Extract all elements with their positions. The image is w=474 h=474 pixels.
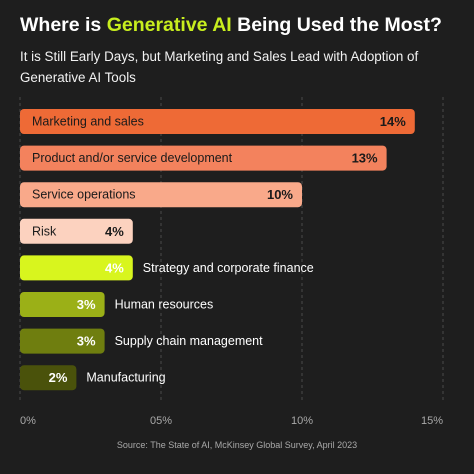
bar-value-label: 13% [352, 151, 378, 166]
title-prefix: Where is [20, 14, 107, 36]
bar-category-label: Product and/or service development [32, 151, 233, 165]
bar [20, 365, 77, 391]
x-tick-label: 15% [421, 415, 443, 427]
bar [20, 218, 133, 244]
bar-category-label: Manufacturing [86, 371, 165, 385]
bar [20, 255, 133, 281]
source-note: Source: The State of AI, McKinsey Global… [116, 440, 358, 450]
x-tick-label: 0% [20, 415, 36, 427]
title-highlight: Generative AI [106, 14, 232, 36]
title-suffix: Being Used the Most? [231, 14, 442, 36]
bar-value-label: 2% [49, 370, 68, 385]
bar [20, 109, 415, 134]
bar-category-label: Strategy and corporate finance [143, 261, 314, 275]
x-tick-label: 05% [150, 415, 172, 427]
bar [20, 292, 105, 317]
bar-value-label: 10% [267, 187, 293, 202]
bar-value-label: 3% [77, 297, 96, 312]
chart-subtitle: It is Still Early Days, but Marketing an… [20, 49, 419, 85]
bar-value-label: 14% [380, 114, 406, 129]
bar [20, 328, 105, 354]
bar-value-label: 4% [105, 224, 124, 239]
bar-category-label: Human resources [115, 298, 214, 312]
bar [20, 145, 387, 171]
chart-title: Where is Generative AI Being Used the Mo… [20, 14, 442, 37]
bar [20, 182, 302, 208]
bar-value-label: 3% [77, 334, 96, 349]
bar-category-label: Marketing and sales [32, 115, 144, 129]
x-tick-label: 10% [291, 415, 313, 427]
bar-category-label: Risk [32, 224, 57, 238]
bar-value-label: 4% [105, 260, 124, 275]
bar-category-label: Supply chain management [115, 334, 264, 348]
bar-category-label: Service operations [32, 188, 136, 202]
